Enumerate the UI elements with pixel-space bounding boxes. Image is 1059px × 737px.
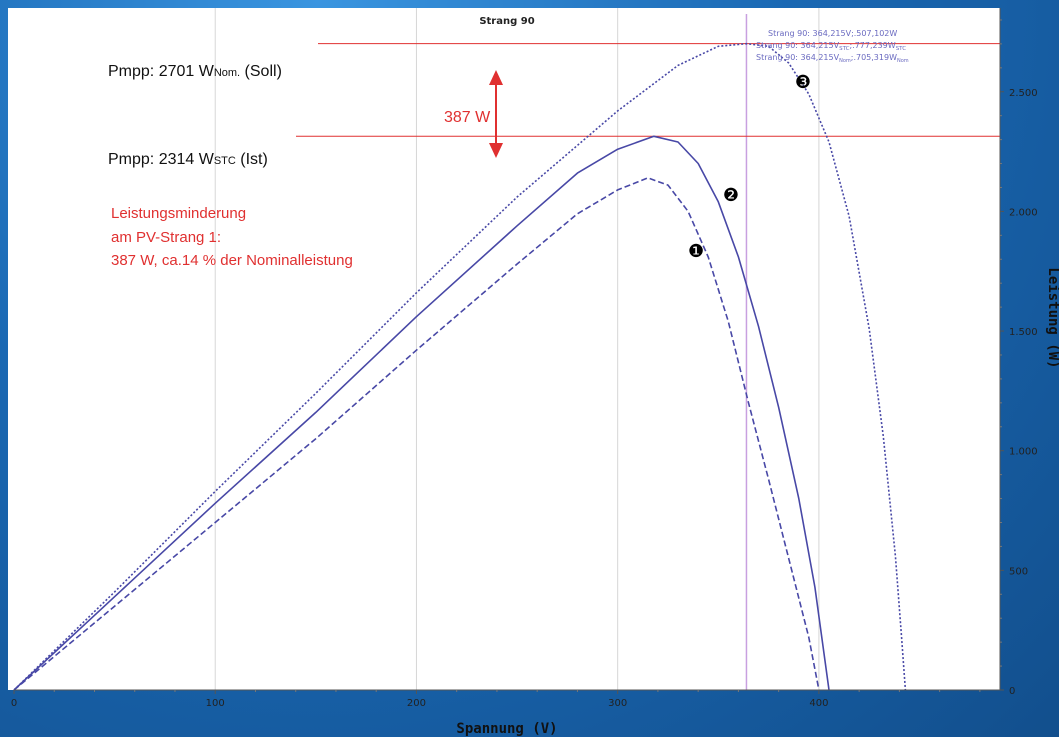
plot-area xyxy=(8,8,1000,690)
x-tick-label-100: 100 xyxy=(206,698,225,709)
y-tick-label-500: 500 xyxy=(1009,566,1028,577)
series-markers: ❶ ❷ ❸ xyxy=(688,72,811,262)
pmpp-reference-lines xyxy=(296,43,1000,137)
cursor-readout-line-3: Strang 90: 364,215VNom;.705,319WNom xyxy=(756,53,909,64)
note-line-1: Leistungsminderung xyxy=(111,205,246,222)
pmpp-ist-label: Pmpp: 2314 WSTC (Ist) xyxy=(108,151,268,168)
y-tick-label-2000: 2.000 xyxy=(1009,207,1038,218)
x-tick-label-0: 0 xyxy=(11,698,17,709)
series-marker-2: ❷ xyxy=(723,185,739,206)
cursor-readout-line-1: Strang 90: 364,215V;.507,102W xyxy=(768,29,897,38)
y-tick-label-1000: 1.000 xyxy=(1009,447,1038,458)
x-tick-label-200: 200 xyxy=(407,698,426,709)
x-axis-ticks: 0 100 200 300 400 xyxy=(11,690,981,709)
series-curve-2 xyxy=(13,135,830,691)
series-curves xyxy=(13,42,907,691)
y-tick-label-2500: 2.500 xyxy=(1009,88,1038,99)
y-axis-ticks: 0 500 1.000 1.500 2.000 2.500 xyxy=(1000,19,1038,697)
vertical-grid-lines xyxy=(214,8,820,690)
delta-arrow xyxy=(489,70,503,158)
delta-label: 387 W xyxy=(444,109,491,126)
series-curve-1 xyxy=(13,177,820,691)
x-tick-label-400: 400 xyxy=(809,698,828,709)
series-marker-3: ❸ xyxy=(795,72,811,93)
y-tick-label-1500: 1.500 xyxy=(1009,327,1038,338)
pmpp-soll-label: Pmpp: 2701 WNom. (Soll) xyxy=(108,63,282,80)
chart-title: Strang 90 xyxy=(479,16,534,27)
y-tick-label-0: 0 xyxy=(1009,686,1015,697)
cursor-readout-line-2: Strang 90: 364,215VSTC;.777,239WSTC xyxy=(756,41,906,52)
note-line-2: am PV-Strang 1: xyxy=(111,229,221,246)
series-marker-1: ❶ xyxy=(688,241,704,262)
series-curve-3 xyxy=(13,42,907,691)
x-tick-label-300: 300 xyxy=(608,698,627,709)
x-axis-label: Spannung (V) xyxy=(456,721,557,737)
note-line-3: 387 W, ca.14 % der Nominalleistung xyxy=(111,252,353,269)
y-axis-label: Leistung (W) xyxy=(1045,267,1059,368)
